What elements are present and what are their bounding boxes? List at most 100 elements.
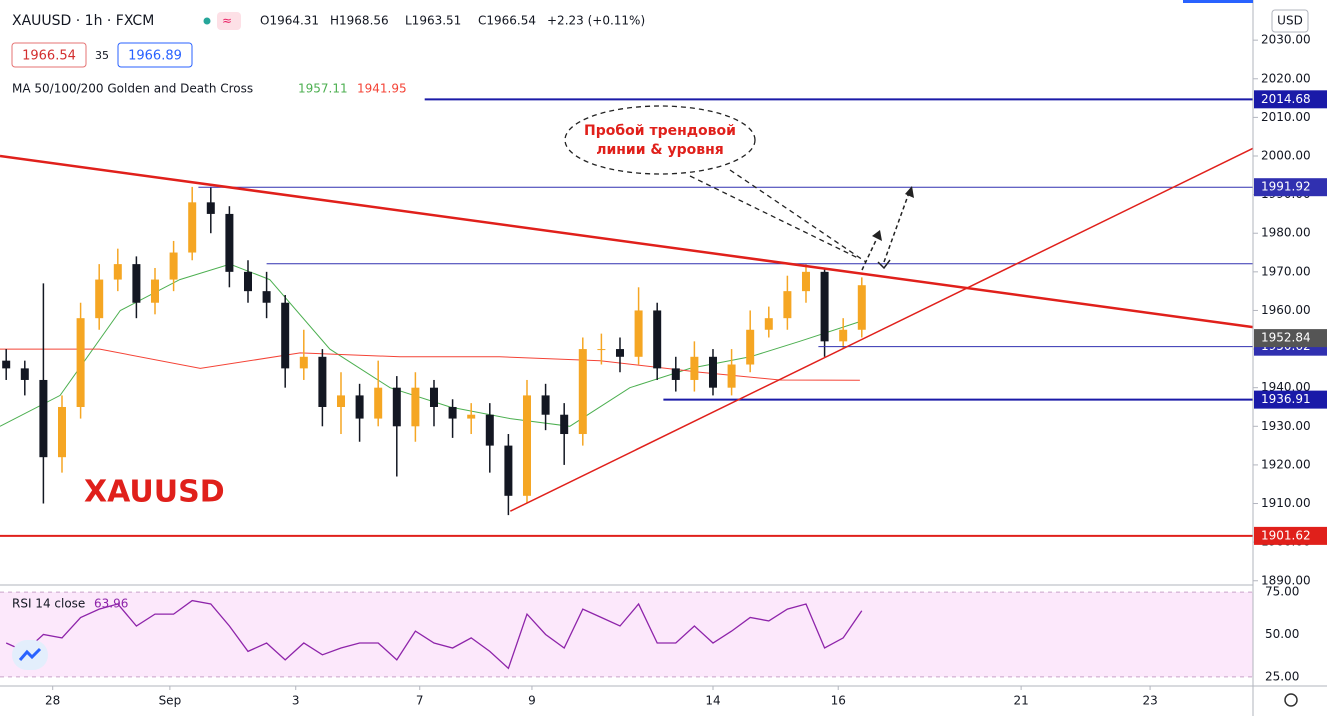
candle-body: [801, 271, 810, 292]
top-bar: [1183, 0, 1253, 3]
indicator-value: 1957.11: [298, 82, 348, 96]
x-tick-label: 16: [831, 694, 846, 708]
y-tick-label: 50.00: [1265, 627, 1299, 641]
trendline: [0, 154, 1254, 329]
rsi-band: [0, 592, 1253, 677]
candle-body: [857, 285, 866, 330]
price-badge: [1254, 90, 1327, 109]
candle-body: [504, 445, 513, 496]
price-badge-label: 1901.62: [1261, 528, 1311, 542]
x-tick-label: 14: [705, 694, 720, 708]
bid-box[interactable]: [11, 42, 87, 68]
candle-body: [243, 271, 252, 292]
ohlc-low: L1963.51: [405, 14, 461, 28]
price-badge-label: 1936.91: [1261, 392, 1311, 406]
rsi-value: 63.96: [94, 597, 128, 611]
y-tick-label: 25.00: [1265, 669, 1299, 683]
candle-body: [485, 414, 494, 446]
candle-body: [299, 356, 308, 369]
candle-body: [132, 264, 141, 303]
candle-body: [336, 395, 345, 407]
candle-body: [150, 279, 159, 303]
candle-body: [188, 202, 197, 253]
y-tick-label: 1980.00: [1261, 226, 1311, 240]
status-icon-text: ≈: [222, 14, 232, 28]
candle-body: [746, 329, 755, 365]
candle-body: [578, 349, 587, 435]
candle-body: [429, 387, 438, 407]
ohlc-change: +2.23 (+0.11%): [547, 14, 645, 28]
candle-body: [820, 271, 829, 342]
y-tick-label: 1960.00: [1261, 303, 1311, 317]
currency-box[interactable]: [1271, 9, 1309, 33]
candle-body: [318, 356, 327, 407]
callout: [564, 105, 756, 175]
candle-body: [262, 291, 271, 303]
logo-mark: [18, 647, 42, 661]
arrowhead: [872, 186, 914, 241]
candle-body: [634, 310, 643, 357]
y-tick-label: 2020.00: [1261, 71, 1311, 85]
x-tick-label: 9: [528, 694, 536, 708]
candle-body: [727, 364, 736, 388]
price-badge: [1254, 178, 1327, 197]
candle-body: [671, 368, 680, 380]
x-tick-label: 28: [45, 694, 60, 708]
candle-body: [225, 213, 234, 272]
candle-body: [783, 291, 792, 319]
indicator-name: MA 50/100/200 Golden and Death Cross: [12, 82, 253, 96]
rsi-line: [5, 599, 863, 670]
candle-body: [20, 368, 29, 380]
x-tick-label: 21: [1013, 694, 1028, 708]
annotation: Пробой трендовой линии & уровня: [584, 123, 736, 158]
callout-pointer: [689, 169, 867, 263]
ask-box[interactable]: [117, 42, 193, 68]
candle-body: [560, 414, 569, 435]
candle-body: [39, 379, 48, 458]
price-pane: [0, 98, 1254, 537]
candle-body: [281, 302, 290, 369]
arrowhead: [877, 259, 891, 270]
candle-body: [467, 414, 476, 419]
candle-body: [169, 252, 178, 280]
candle-body: [355, 395, 364, 419]
ohlc-high: H1968.56: [330, 14, 389, 28]
x-tick-label: 23: [1142, 694, 1157, 708]
price-badge-label: 1991.92: [1261, 180, 1311, 194]
symbol: XAUUSD · 1h · FXCM: [12, 13, 154, 29]
candle-body: [374, 387, 383, 419]
candle-body: [113, 264, 122, 280]
candle-body: [653, 310, 662, 369]
y-tick-label: 1920.00: [1261, 457, 1311, 471]
candle-body: [57, 406, 66, 458]
candle-body: [206, 202, 215, 214]
last-price-badge: [1254, 329, 1327, 348]
forecast-arrow: [861, 189, 911, 271]
candle-body: [839, 329, 848, 342]
status-icon: [217, 12, 241, 30]
y-tick-label: 2030.00: [1261, 33, 1311, 47]
candle-body: [615, 349, 624, 357]
price-badge: [1254, 526, 1327, 545]
candle-body: [597, 349, 606, 351]
candle-body: [764, 318, 773, 330]
rsi-name: RSI 14 close: [12, 597, 85, 611]
trendline: [509, 147, 1254, 512]
ask[interactable]: 1966.89: [128, 49, 182, 64]
rsi-pane: [0, 591, 1253, 678]
last-price-label: 1952.84: [1261, 331, 1311, 345]
moving-average: [0, 263, 861, 427]
x-tick-label: 7: [416, 694, 424, 708]
candle-body: [541, 395, 550, 415]
price-badge-label: 2014.68: [1261, 92, 1311, 106]
settings[interactable]: [1284, 693, 1298, 707]
candle-body: [522, 395, 531, 496]
x-tick-label: Sep: [159, 694, 182, 708]
indicator-value: 1941.95: [357, 82, 407, 96]
ohlc-close: C1966.54: [478, 14, 536, 28]
bid[interactable]: 1966.54: [22, 49, 76, 64]
currency[interactable]: USD: [1277, 14, 1303, 28]
y-tick-label: 2000.00: [1261, 149, 1311, 163]
candle-body: [2, 360, 11, 369]
